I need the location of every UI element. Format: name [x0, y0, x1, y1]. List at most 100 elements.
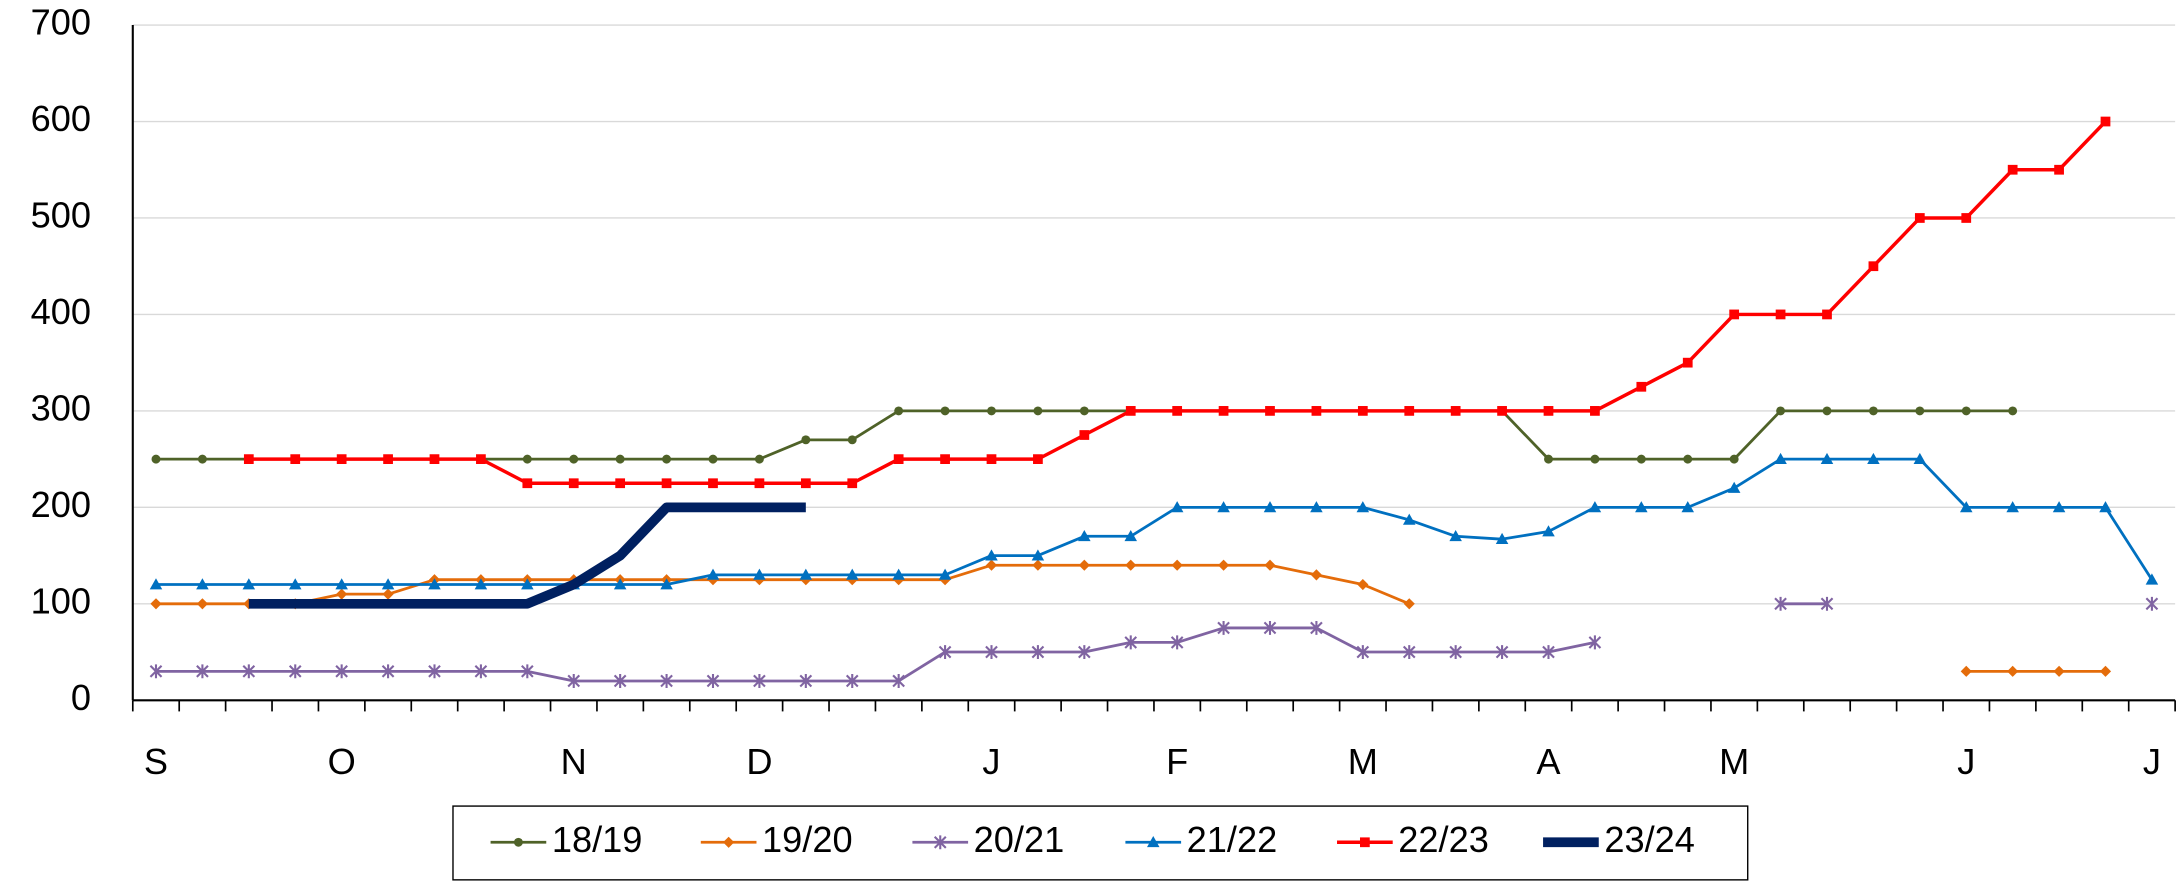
marker: [288, 578, 302, 590]
marker: [1960, 665, 1972, 677]
marker: [522, 454, 532, 464]
marker: [894, 406, 904, 416]
marker: [1961, 406, 1971, 416]
marker: [1961, 213, 1972, 223]
x-tick-label: F: [1166, 741, 1188, 782]
marker: [1543, 406, 1554, 416]
marker: [1170, 635, 1184, 650]
marker: [335, 578, 348, 590]
marker: [1495, 645, 1509, 660]
marker: [1542, 525, 1555, 537]
marker: [754, 478, 765, 489]
marker: [753, 568, 766, 580]
marker: [1636, 454, 1646, 464]
marker: [382, 588, 394, 600]
marker: [1170, 501, 1184, 513]
marker: [1913, 452, 1927, 464]
marker: [1263, 620, 1277, 635]
marker: [613, 674, 627, 688]
marker: [242, 578, 256, 590]
marker: [985, 645, 998, 660]
marker: [1727, 481, 1741, 493]
series: [248, 502, 806, 609]
marker: [933, 835, 947, 850]
marker: [196, 664, 209, 679]
marker: [1635, 501, 1648, 513]
marker: [1310, 501, 1323, 513]
marker: [1404, 406, 1415, 416]
marker: [1683, 454, 1693, 464]
marker: [149, 664, 163, 679]
marker: [2099, 665, 2112, 677]
marker: [800, 478, 811, 489]
marker: [2145, 596, 2159, 611]
marker: [1588, 635, 1602, 650]
marker: [661, 478, 672, 489]
marker: [799, 674, 813, 688]
y-tick-label: 700: [31, 2, 91, 43]
marker: [1495, 532, 1509, 545]
y-tick-label: 400: [31, 291, 91, 332]
legend: 18/19 19/20 20/21 21/22 22/23 23/24: [452, 805, 1749, 881]
marker: [1820, 452, 1834, 464]
marker: [1774, 596, 1787, 611]
marker: [1078, 530, 1091, 542]
series: [243, 116, 2111, 489]
marker: [1403, 598, 1415, 610]
marker: [938, 568, 952, 580]
marker: [1033, 406, 1043, 416]
marker: [568, 478, 579, 489]
x-tick-label: M: [1719, 741, 1749, 782]
marker: [1146, 836, 1160, 848]
marker: [196, 598, 208, 610]
marker: [1544, 454, 1553, 464]
marker: [801, 435, 811, 445]
marker: [428, 664, 441, 679]
marker: [893, 454, 904, 464]
marker: [1078, 645, 1091, 660]
marker: [892, 674, 905, 688]
marker: [1822, 309, 1832, 320]
marker: [1078, 559, 1090, 571]
marker: [1356, 501, 1370, 513]
marker: [1079, 406, 1089, 416]
marker: [2099, 501, 2112, 513]
y-tick-label: 200: [31, 484, 91, 525]
legend-label: 22/23: [1398, 819, 1489, 860]
marker: [1357, 578, 1369, 591]
y-tick-label: 500: [31, 195, 91, 236]
line: [156, 604, 2152, 681]
y-tick-label: 600: [31, 98, 91, 139]
marker: [706, 568, 720, 580]
marker: [336, 588, 348, 600]
marker: [940, 406, 950, 416]
marker: [660, 674, 673, 688]
marker: [383, 454, 393, 464]
marker: [1033, 454, 1043, 464]
marker: [1171, 559, 1183, 571]
marker: [1914, 213, 1925, 223]
marker: [1402, 513, 1416, 525]
marker: [428, 578, 441, 590]
marker: [1218, 406, 1229, 416]
line: [248, 120, 2107, 485]
marker: [381, 578, 395, 590]
marker: [708, 478, 718, 489]
marker: [1125, 559, 1137, 571]
marker: [336, 454, 347, 464]
marker: [1729, 454, 1739, 464]
marker: [613, 578, 627, 590]
marker: [1217, 501, 1230, 513]
y-tick-label: 0: [71, 677, 91, 718]
marker: [569, 454, 579, 464]
marker: [243, 454, 254, 464]
marker: [847, 435, 857, 445]
marker: [1218, 559, 1230, 571]
marker: [1915, 406, 1925, 416]
legend-box: [452, 805, 1749, 881]
marker: [1729, 309, 1740, 320]
marker: [1402, 645, 1416, 660]
marker: [1450, 406, 1461, 416]
marker: [474, 664, 488, 679]
marker: [615, 478, 626, 489]
